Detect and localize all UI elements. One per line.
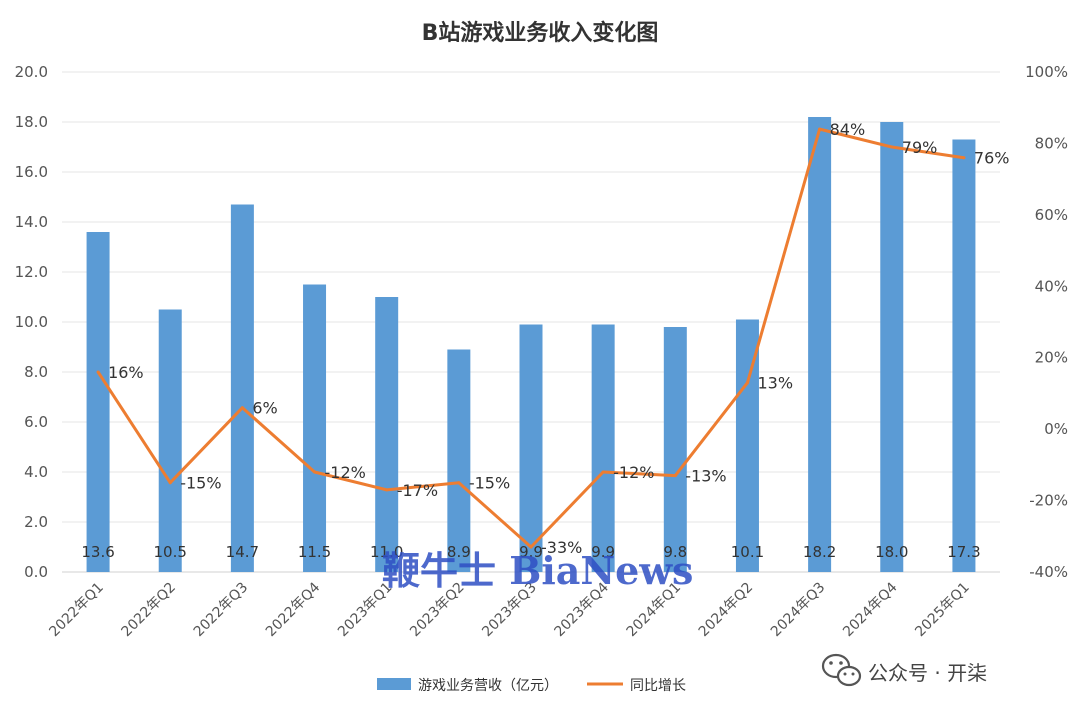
- bar: [591, 324, 615, 572]
- growth-value-label: -12%: [325, 463, 366, 482]
- y-right-tick-label: 0%: [1044, 420, 1068, 438]
- growth-point: [529, 545, 533, 549]
- bar-value-label: 8.9: [447, 543, 471, 561]
- bar: [447, 349, 471, 572]
- y-right-tick-label: -40%: [1029, 563, 1068, 581]
- bar: [735, 319, 759, 572]
- legend-bar-label: 游戏业务营收（亿元）: [418, 678, 558, 694]
- x-tick-label: 2025年Q1: [912, 580, 973, 641]
- bar-value-label: 9.9: [591, 543, 615, 561]
- growth-value-label: 6%: [252, 399, 277, 418]
- x-tick-label: 2024年Q3: [768, 580, 829, 641]
- growth-point: [745, 381, 749, 385]
- growth-value-label: -33%: [541, 538, 582, 557]
- y-right-tick-label: 40%: [1035, 277, 1068, 295]
- y-axis-right: -40% -20% 0% 20% 40% 60% 80% 100%: [1025, 63, 1068, 581]
- x-tick-label: 2024年Q2: [696, 580, 757, 641]
- y-left-tick-label: 8.0: [24, 363, 48, 381]
- bar: [375, 297, 399, 572]
- y-left-tick-label: 16.0: [15, 163, 48, 181]
- bar: [663, 327, 687, 572]
- bar: [230, 204, 254, 572]
- bar: [303, 284, 327, 572]
- growth-point: [890, 145, 894, 149]
- y-right-tick-label: 80%: [1035, 134, 1068, 152]
- growth-point: [818, 127, 822, 131]
- y-axis-left: 0.0 2.0 4.0 6.0 8.0 10.0 12.0 14.0 16.0 18.0 20.0: [15, 63, 48, 581]
- chart-title: B站游戏业务收入变化图: [422, 20, 659, 46]
- growth-point: [240, 406, 244, 410]
- growth-value-label: 13%: [757, 374, 793, 393]
- bar-value-label: 9.9: [519, 543, 543, 561]
- y-left-tick-label: 12.0: [15, 263, 48, 281]
- bar-value-label: 10.1: [731, 543, 764, 561]
- bar: [519, 324, 543, 572]
- bar-value-label: 14.7: [226, 543, 259, 561]
- x-tick-label: 2022年Q4: [263, 579, 324, 640]
- y-left-tick-label: 4.0: [24, 463, 48, 481]
- growth-point: [385, 488, 389, 492]
- bar-value-label: 10.5: [154, 543, 187, 561]
- growth-value-label: -17%: [397, 481, 438, 500]
- bar: [952, 139, 976, 572]
- y-right-tick-label: 100%: [1025, 63, 1068, 81]
- x-tick-label: 2022年Q2: [119, 580, 180, 641]
- bar-value-label: 13.6: [81, 543, 114, 561]
- growth-value-label: -15%: [469, 474, 510, 493]
- y-right-tick-label: -20%: [1029, 492, 1068, 510]
- bar: [880, 122, 904, 572]
- bar: [86, 232, 110, 572]
- growth-point: [601, 470, 605, 474]
- line-series: 16% -15% 6% -12% -17% -15% -33% -12% -13% 13% 84% 7…: [96, 120, 1010, 557]
- y-left-tick-label: 18.0: [15, 113, 48, 131]
- growth-point: [673, 474, 677, 478]
- y-left-tick-label: 2.0: [24, 513, 48, 531]
- growth-point: [168, 481, 172, 485]
- legend-bar-swatch: [377, 678, 411, 690]
- legend-line-label: 同比增长: [630, 678, 686, 694]
- bar: [808, 117, 832, 572]
- bar-value-label: 11.0: [370, 543, 403, 561]
- bar-value-label: 9.8: [663, 543, 687, 561]
- bar-value-label: 17.3: [947, 543, 980, 561]
- legend: 游戏业务营收（亿元） 同比增长: [377, 678, 686, 694]
- y-left-tick-label: 20.0: [15, 63, 48, 81]
- y-left-tick-label: 14.0: [15, 213, 48, 231]
- y-right-tick-label: 20%: [1035, 349, 1068, 367]
- y-right-tick-label: 60%: [1035, 206, 1068, 224]
- y-left-tick-label: 10.0: [15, 313, 48, 331]
- bar-value-label: 18.2: [803, 543, 836, 561]
- wechat-watermark: 公众号 · 开柒: [868, 661, 987, 685]
- growth-value-label: 84%: [830, 120, 866, 139]
- growth-value-label: -15%: [180, 474, 221, 493]
- x-tick-label: 2022年Q3: [191, 580, 252, 641]
- growth-point: [457, 481, 461, 485]
- y-left-tick-label: 0.0: [24, 563, 48, 581]
- growth-value-label: 76%: [974, 149, 1010, 168]
- x-tick-label: 2024年Q4: [840, 579, 901, 640]
- growth-value-label: -13%: [685, 467, 726, 486]
- x-tick-label: 2022年Q1: [46, 580, 107, 641]
- bianews-watermark: 鞭牛士 BiaNews: [382, 548, 693, 593]
- bar-value-label: 18.0: [875, 543, 908, 561]
- growth-point: [313, 470, 317, 474]
- growth-point: [96, 370, 100, 374]
- y-left-tick-label: 6.0: [24, 413, 48, 431]
- growth-point: [962, 156, 966, 160]
- bar-series: 13.6 10.5 14.7 11.5 11.0 8.9 9.9 9.9 9.8 10.1 18.2…: [81, 117, 981, 572]
- growth-value-label: 16%: [108, 363, 144, 382]
- wechat-logo-icon: [821, 653, 862, 687]
- growth-value-label: 79%: [902, 138, 938, 157]
- bar: [158, 309, 182, 572]
- growth-value-label: -12%: [613, 463, 654, 482]
- bar-value-label: 11.5: [298, 543, 331, 561]
